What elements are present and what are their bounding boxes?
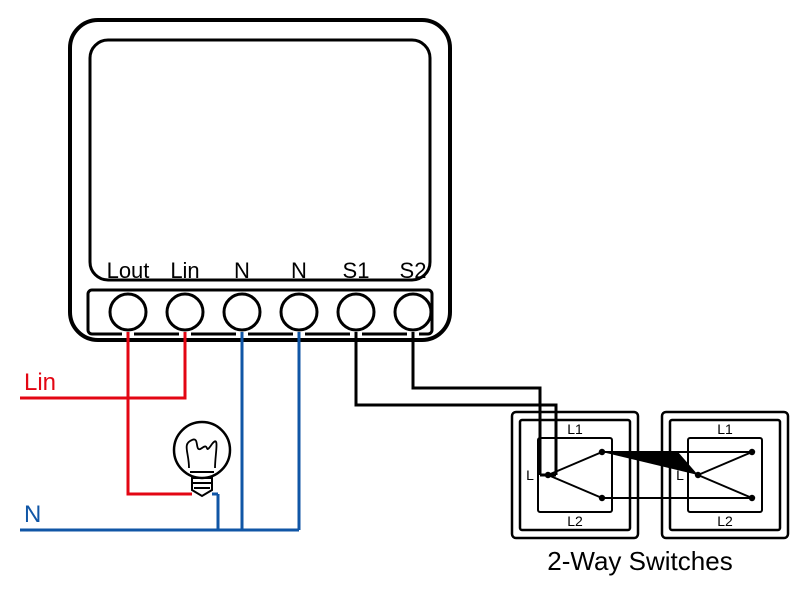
label-lin: Lin xyxy=(24,369,56,396)
terminal-label: S2 xyxy=(400,258,427,283)
svg-text:L2: L2 xyxy=(567,513,583,529)
label-n: N xyxy=(24,501,41,528)
wiring-diagram: LoutLinNNS1S2LinNL1L2LL1L2L2-Way Switche… xyxy=(0,0,800,607)
svg-text:L2: L2 xyxy=(717,513,733,529)
device-outer xyxy=(70,20,450,340)
switches-caption: 2-Way Switches xyxy=(547,546,732,576)
terminal-label: N xyxy=(234,258,250,283)
terminal-label: N xyxy=(291,258,307,283)
svg-text:L: L xyxy=(526,467,534,483)
svg-text:L1: L1 xyxy=(567,421,583,437)
terminal-label: S1 xyxy=(343,258,370,283)
terminal-label: Lin xyxy=(170,258,199,283)
terminal-label: Lout xyxy=(107,258,150,283)
svg-text:L1: L1 xyxy=(717,421,733,437)
